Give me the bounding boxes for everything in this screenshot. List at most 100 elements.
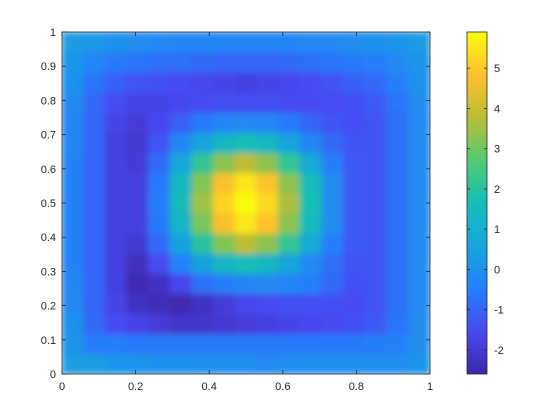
colorbar-tick-label: 3 [494, 144, 500, 156]
heatmap-cell [407, 212, 430, 234]
heatmap-cell [386, 333, 409, 355]
heatmap-cell [83, 272, 106, 295]
heatmap-cell [256, 353, 279, 374]
heatmap-cell [277, 212, 301, 234]
heatmap-cell [83, 232, 106, 254]
heatmap-cell [148, 293, 171, 315]
heatmap-cell [126, 333, 150, 355]
heatmap-cell [83, 353, 106, 374]
heatmap-cell [126, 91, 150, 113]
heatmap-cell [364, 232, 388, 254]
heatmap-cell [386, 232, 409, 254]
heatmap-cell [62, 32, 85, 53]
heatmap-cell [148, 51, 171, 73]
heatmap-cell [191, 232, 215, 254]
x-axis: 0 0.2 0.4 0.6 0.8 1 [59, 32, 433, 393]
heatmap-cell [148, 252, 171, 274]
heatmap-cell [83, 212, 106, 234]
heatmap-cell [407, 71, 430, 93]
heatmap-cell [62, 192, 85, 214]
heatmap-cell [62, 71, 85, 93]
heatmap-cell [256, 132, 279, 154]
heatmap-cell [386, 252, 409, 274]
heatmap-cell [148, 172, 171, 194]
colorbar-tick-label: 2 [494, 184, 500, 196]
x-tick-label: 1 [427, 381, 433, 393]
heatmap-cell [256, 313, 279, 335]
heatmap-cell [342, 91, 366, 113]
heatmap-cell [321, 172, 344, 194]
heatmap-cell [104, 293, 128, 315]
heatmap-cell [213, 152, 236, 174]
y-tick-label: 0.9 [41, 61, 56, 73]
heatmap-cell [83, 333, 106, 355]
heatmap-cell [321, 232, 344, 254]
heatmap-cell [364, 313, 388, 335]
heatmap-cell [83, 152, 106, 174]
heatmap-cell [364, 212, 388, 234]
heatmap-cell [277, 313, 301, 335]
heatmap-cell [169, 91, 193, 113]
heatmap-cell [299, 71, 323, 93]
heatmap-cell [104, 71, 128, 93]
heatmap-cell [277, 132, 301, 154]
heatmap-cell [299, 132, 323, 154]
heatmap-cell [342, 192, 366, 214]
heatmap-cell [191, 132, 215, 154]
heatmap-cell [62, 333, 85, 355]
heatmap-cell [213, 232, 236, 254]
heatmap-cell [321, 212, 344, 234]
heatmap-cell [104, 252, 128, 274]
heatmap-cell [321, 353, 344, 374]
heatmap-cell [148, 313, 171, 335]
heatmap-cell [169, 232, 193, 254]
heatmap-cell [104, 111, 128, 134]
heatmap-cell [299, 272, 323, 295]
colorbar-tick-label: 0 [494, 264, 500, 276]
heatmap-cell [148, 353, 171, 374]
colorbar-tick-label: 1 [494, 224, 500, 236]
heatmap-cell [213, 212, 236, 234]
heatmap-cell [104, 91, 128, 113]
heatmap-cell [234, 71, 258, 93]
colorbar-tick-label: 5 [494, 63, 500, 75]
heatmap-cell [104, 51, 128, 73]
heatmap-cell [213, 32, 236, 53]
x-tick-label: 0.8 [349, 381, 364, 393]
heatmap-cell [342, 313, 366, 335]
heatmap-cell [256, 232, 279, 254]
heatmap-cell [169, 152, 193, 174]
heatmap-cell [104, 152, 128, 174]
heatmap-cell [321, 192, 344, 214]
heatmap-cell [169, 353, 193, 374]
heatmap-cell [364, 111, 388, 134]
heatmap-cell [234, 192, 258, 214]
heatmap-cell [62, 51, 85, 73]
heatmap-cell [169, 333, 193, 355]
heatmap-cell [62, 232, 85, 254]
heatmap-cell [169, 172, 193, 194]
heatmap-cell [234, 272, 258, 295]
heatmap-cell [126, 111, 150, 134]
heatmap-cell [321, 272, 344, 295]
heatmap-cell [277, 152, 301, 174]
heatmap-cell [407, 32, 430, 53]
heatmap-cell [299, 152, 323, 174]
heatmap-cell [169, 293, 193, 315]
x-tick-label: 0.2 [128, 381, 143, 393]
heatmap-cell [83, 313, 106, 335]
heatmap-cell [364, 353, 388, 374]
heatmap-cell [234, 91, 258, 113]
heatmap-cell [213, 51, 236, 73]
heatmap-cell [234, 111, 258, 134]
heatmap-cell [299, 51, 323, 73]
heatmap-cell [407, 252, 430, 274]
heatmap-cell [321, 111, 344, 134]
heatmap-cell [191, 192, 215, 214]
heatmap-cell [299, 313, 323, 335]
heatmap-cell [62, 91, 85, 113]
heatmap-cells [62, 32, 430, 374]
heatmap-cell [104, 272, 128, 295]
heatmap-cell [407, 232, 430, 254]
